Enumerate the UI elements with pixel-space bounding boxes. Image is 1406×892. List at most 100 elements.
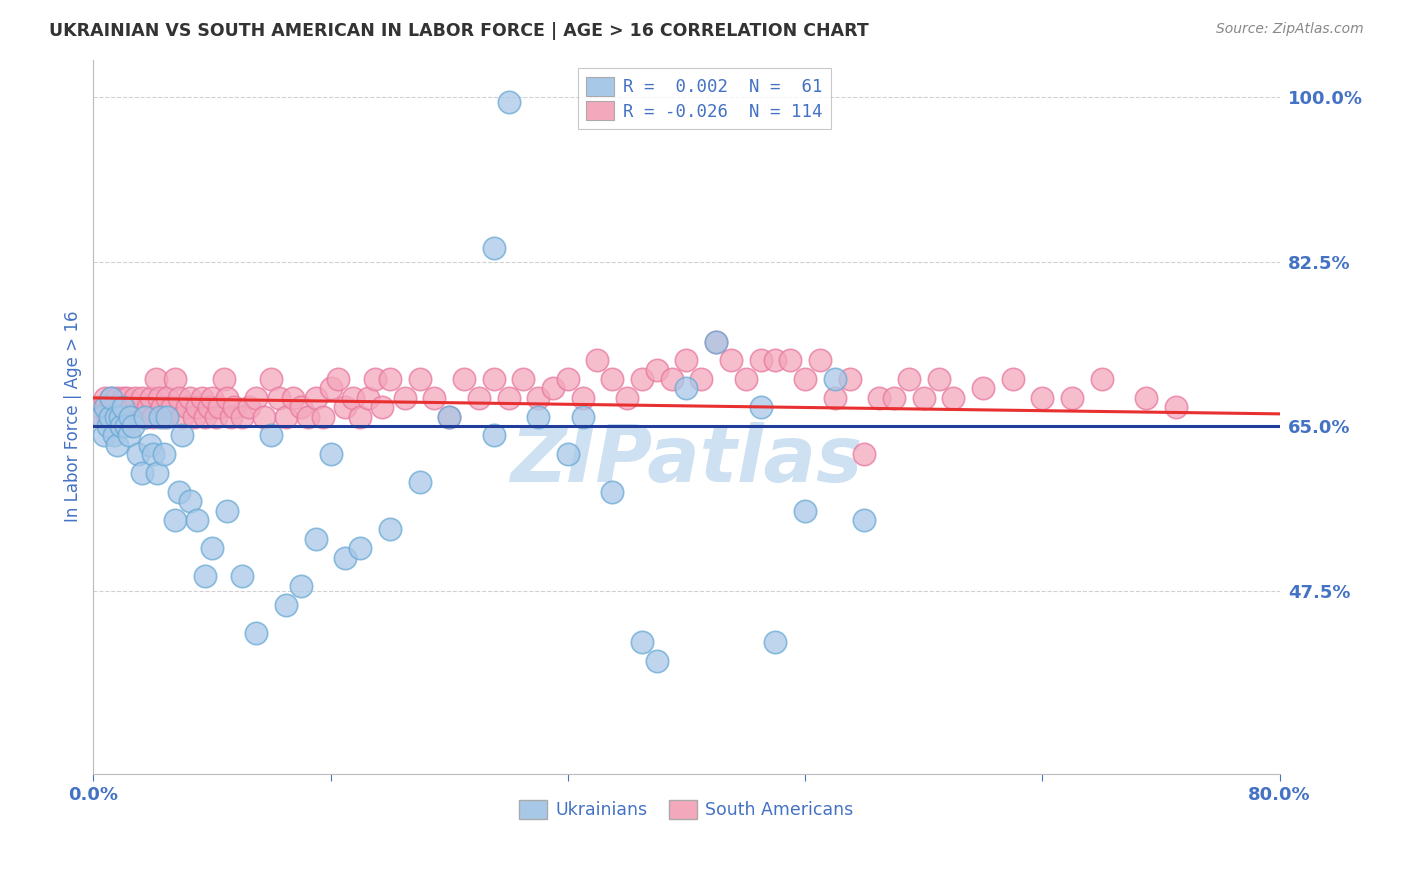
Point — [305, 391, 328, 405]
Point — [631, 372, 654, 386]
Point — [153, 447, 176, 461]
Point — [868, 391, 890, 405]
Point — [645, 654, 668, 668]
Point — [645, 362, 668, 376]
Point — [253, 409, 276, 424]
Point — [498, 391, 520, 405]
Point — [260, 428, 283, 442]
Point — [121, 401, 143, 415]
Point — [290, 579, 312, 593]
Text: UKRAINIAN VS SOUTH AMERICAN IN LABOR FORCE | AGE > 16 CORRELATION CHART: UKRAINIAN VS SOUTH AMERICAN IN LABOR FOR… — [49, 22, 869, 40]
Point — [749, 401, 772, 415]
Point — [108, 409, 131, 424]
Point — [127, 447, 149, 461]
Point — [661, 372, 683, 386]
Point — [557, 447, 579, 461]
Point — [378, 372, 401, 386]
Y-axis label: In Labor Force | Age > 16: In Labor Force | Age > 16 — [65, 311, 82, 523]
Point — [103, 428, 125, 442]
Point — [349, 541, 371, 556]
Point — [794, 372, 817, 386]
Point — [131, 391, 153, 405]
Point — [224, 401, 246, 415]
Point — [883, 391, 905, 405]
Point — [779, 353, 801, 368]
Point — [482, 241, 505, 255]
Text: Source: ZipAtlas.com: Source: ZipAtlas.com — [1216, 22, 1364, 37]
Point — [734, 372, 756, 386]
Point — [120, 409, 142, 424]
Point — [853, 513, 876, 527]
Point — [108, 401, 131, 415]
Point — [356, 391, 378, 405]
Point — [215, 391, 238, 405]
Point — [498, 95, 520, 109]
Point — [105, 391, 128, 405]
Point — [838, 372, 860, 386]
Point — [928, 372, 950, 386]
Point — [101, 409, 124, 424]
Point — [824, 372, 846, 386]
Point — [115, 409, 138, 424]
Point — [98, 401, 121, 415]
Point — [94, 391, 117, 405]
Point — [571, 409, 593, 424]
Point — [179, 391, 201, 405]
Point — [169, 391, 191, 405]
Point — [219, 409, 242, 424]
Point — [274, 409, 297, 424]
Point — [342, 391, 364, 405]
Point — [201, 391, 224, 405]
Point — [1031, 391, 1053, 405]
Point — [482, 372, 505, 386]
Point — [942, 391, 965, 405]
Point — [305, 532, 328, 546]
Point — [120, 409, 142, 424]
Point — [156, 409, 179, 424]
Point — [186, 513, 208, 527]
Point — [571, 391, 593, 405]
Point — [129, 401, 152, 415]
Point — [437, 409, 460, 424]
Point — [208, 401, 231, 415]
Point — [94, 401, 117, 415]
Point — [160, 401, 183, 415]
Point — [176, 401, 198, 415]
Point — [631, 635, 654, 649]
Point — [134, 409, 156, 424]
Point — [1164, 401, 1187, 415]
Point — [115, 419, 138, 434]
Point — [146, 466, 169, 480]
Point — [127, 409, 149, 424]
Point — [245, 391, 267, 405]
Point — [423, 391, 446, 405]
Point — [704, 334, 727, 349]
Point — [193, 569, 215, 583]
Point — [169, 484, 191, 499]
Point — [808, 353, 831, 368]
Point — [527, 409, 550, 424]
Point — [148, 391, 170, 405]
Point — [319, 447, 342, 461]
Point — [675, 382, 697, 396]
Point — [408, 475, 430, 490]
Point — [274, 598, 297, 612]
Point — [231, 409, 253, 424]
Point — [326, 372, 349, 386]
Point — [212, 372, 235, 386]
Point — [110, 419, 132, 434]
Point — [704, 334, 727, 349]
Point — [138, 438, 160, 452]
Legend: Ukrainians, South Americans: Ukrainians, South Americans — [512, 793, 860, 826]
Point — [290, 401, 312, 415]
Point — [104, 401, 127, 415]
Point — [193, 409, 215, 424]
Point — [91, 409, 114, 424]
Point — [118, 428, 141, 442]
Point — [245, 625, 267, 640]
Point — [110, 409, 132, 424]
Point — [131, 466, 153, 480]
Point — [153, 409, 176, 424]
Point — [231, 569, 253, 583]
Point — [111, 401, 134, 415]
